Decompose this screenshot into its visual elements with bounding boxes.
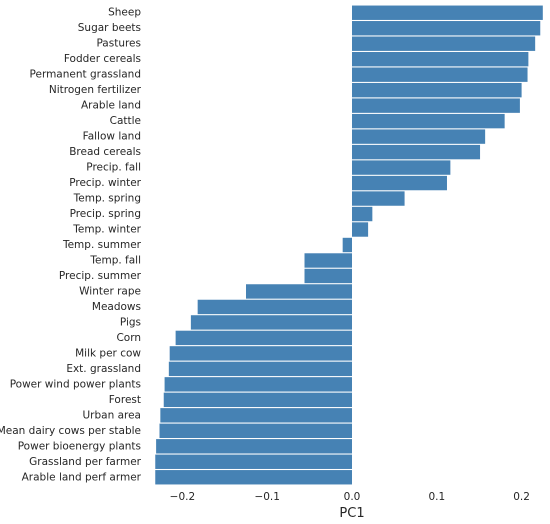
category-label: Precip. spring xyxy=(70,208,141,220)
category-label: Temp. spring xyxy=(73,193,141,205)
category-label: Milk per cow xyxy=(75,347,141,359)
category-label: Sheep xyxy=(108,7,141,19)
bar-sheep xyxy=(352,5,543,20)
category-label: Arable land xyxy=(81,100,141,112)
bar-bread-cereals xyxy=(352,144,481,160)
bar-meadows xyxy=(197,299,352,315)
bar-precip-fall xyxy=(352,160,451,175)
category-label: Mean dairy cows per stable xyxy=(0,425,141,437)
bar-temp-fall xyxy=(304,253,352,268)
category-label: Temp. fall xyxy=(89,254,141,266)
category-label: Meadows xyxy=(92,301,141,313)
category-label: Arable land perf armer xyxy=(22,471,142,483)
category-label: Permanent grassland xyxy=(30,69,141,81)
bar-sugar-beets xyxy=(352,21,541,36)
bar-temp-summer xyxy=(342,237,352,253)
bar-corn xyxy=(175,330,352,346)
category-label: Pastures xyxy=(96,38,141,50)
bar-fodder-cereals xyxy=(352,51,529,67)
category-label: Urban area xyxy=(82,409,141,421)
bar-power-wind-power-plants xyxy=(164,377,352,392)
bar-temp-winter xyxy=(352,222,369,237)
category-label: Precip. winter xyxy=(69,177,141,189)
bar-temp-spring xyxy=(352,191,405,206)
bar-fallow-land xyxy=(352,129,486,144)
category-label: Bread cereals xyxy=(69,146,141,158)
bar-nitrogen-fertilizer xyxy=(352,82,522,98)
x-tick-label: 0.2 xyxy=(513,491,530,503)
x-tick-label: 0.1 xyxy=(428,491,445,503)
bar-precip-spring xyxy=(352,206,373,222)
bar-forest xyxy=(163,392,352,408)
bar-arable-land xyxy=(352,98,520,113)
bar-urban-area xyxy=(160,408,352,423)
bar-pigs xyxy=(190,315,352,330)
category-label: Precip. fall xyxy=(86,162,141,174)
bar-precip-summer xyxy=(304,268,352,284)
category-label: Fallow land xyxy=(83,131,141,143)
x-tick-label: 0.0 xyxy=(344,491,361,503)
category-label: Sugar beets xyxy=(78,22,141,34)
x-tick-label: −0.1 xyxy=(254,491,280,503)
category-label: Ext. grassland xyxy=(66,363,141,375)
category-label: Fodder cereals xyxy=(64,53,141,65)
x-tick-label: −0.2 xyxy=(170,491,196,503)
bar-milk-per-cow xyxy=(169,346,352,361)
category-labels-group: Sheep Sugar beets Pastures Fodder cereals Pe… xyxy=(0,7,142,484)
bars-group xyxy=(155,5,543,485)
x-axis-title: PC1 xyxy=(339,506,364,521)
bar-mean-dairy-cows-per-stable xyxy=(159,423,352,439)
bar-permanent-grassland xyxy=(352,67,528,82)
bar-arable-land-perf-armer xyxy=(155,470,352,485)
category-label: Grassland per farmer xyxy=(29,456,142,468)
bar-winter-rape xyxy=(246,284,352,299)
x-tick-labels-group: −0.2 −0.1 0.0 0.1 0.2 xyxy=(170,491,530,503)
category-label: Corn xyxy=(116,332,141,344)
category-label: Precip. summer xyxy=(59,270,142,282)
bar-grassland-per-farmer xyxy=(155,454,352,469)
category-label: Temp. winter xyxy=(72,224,141,236)
bar-pastures xyxy=(352,36,536,51)
category-label: Nitrogen fertilizer xyxy=(49,84,142,96)
category-label: Power bioenergy plants xyxy=(18,440,141,452)
category-label: Power wind power plants xyxy=(10,378,141,390)
bar-power-bioenergy-plants xyxy=(156,439,352,454)
category-label: Cattle xyxy=(110,115,141,127)
category-label: Forest xyxy=(109,394,141,406)
category-label: Winter rape xyxy=(79,285,141,297)
bar-precip-winter xyxy=(352,175,447,191)
category-label: Temp. summer xyxy=(62,239,142,251)
bar-cattle xyxy=(352,113,505,129)
bar-ext-grassland xyxy=(168,361,352,377)
category-label: Pigs xyxy=(120,316,141,328)
